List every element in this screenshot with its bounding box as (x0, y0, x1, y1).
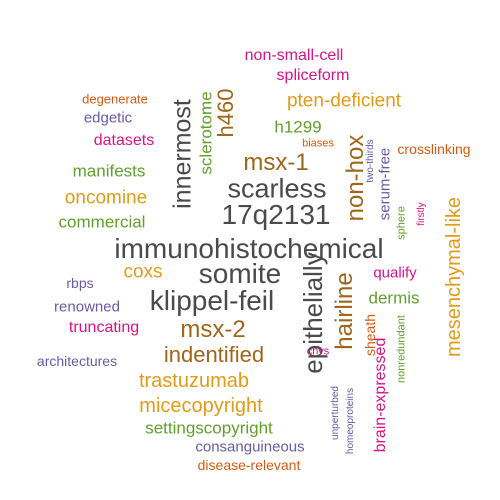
cloud-word: architectures (36, 353, 118, 369)
cloud-word: edgetic (83, 109, 133, 127)
cloud-word: nonredundant (395, 315, 408, 383)
cloud-word: firstly (416, 202, 427, 226)
cloud-word: renowned (54, 298, 120, 316)
cloud-word: micecopyright (139, 395, 263, 417)
cloud-word: cnvs (306, 345, 330, 358)
cloud-word: spliceform (276, 67, 350, 84)
cloud-word: klippel-feil (149, 285, 275, 316)
cloud-word: unperturbed (330, 386, 341, 440)
cloud-word: qualify (373, 264, 417, 282)
cloud-word: homeoproteins (345, 387, 356, 455)
cloud-word: coxs (123, 261, 163, 283)
cloud-word: biases (302, 137, 334, 150)
cloud-word: 17q2131 (221, 199, 331, 230)
cloud-word: hairline (331, 272, 358, 350)
cloud-word: rbps (66, 275, 94, 291)
cloud-word: non-small-cell (244, 47, 344, 64)
cloud-word: settingscopyright (145, 418, 273, 438)
cloud-word: sclerotome (196, 91, 216, 175)
cloud-word: pten-deficient (286, 90, 402, 112)
cloud-word: sheath (362, 313, 378, 357)
cloud-word: mesenchymal-like (443, 196, 465, 358)
cloud-word: somite (198, 258, 282, 289)
cloud-word: innermost (168, 99, 197, 209)
cloud-word: crosslinking (397, 141, 471, 157)
cloud-word: manifests (72, 161, 146, 181)
cloud-word: two-thirds (365, 139, 376, 183)
cloud-word: dermis (368, 288, 420, 308)
cloud-word: h460 (213, 88, 238, 138)
cloud-word: consanguineous (195, 438, 305, 456)
cloud-word: degenerate (82, 91, 148, 107)
cloud-word: immunohistochemical (114, 233, 384, 264)
cloud-word: disease-relevant (197, 457, 301, 473)
cloud-word: msx-1 (243, 149, 309, 176)
cloud-word: datasets (93, 132, 155, 149)
cloud-word: indentified (163, 342, 265, 367)
cloud-word: commercial (58, 212, 146, 232)
cloud-word: msx-2 (180, 316, 246, 343)
cloud-word: h1299 (274, 117, 322, 137)
cloud-word: truncating (68, 319, 140, 336)
cloud-word: scarless (227, 173, 327, 204)
cloud-word: oncomine (64, 187, 148, 209)
cloud-word: serum-free (376, 147, 394, 221)
cloud-word: trastuzumab (138, 370, 250, 392)
cloud-word: sphere (395, 206, 408, 240)
